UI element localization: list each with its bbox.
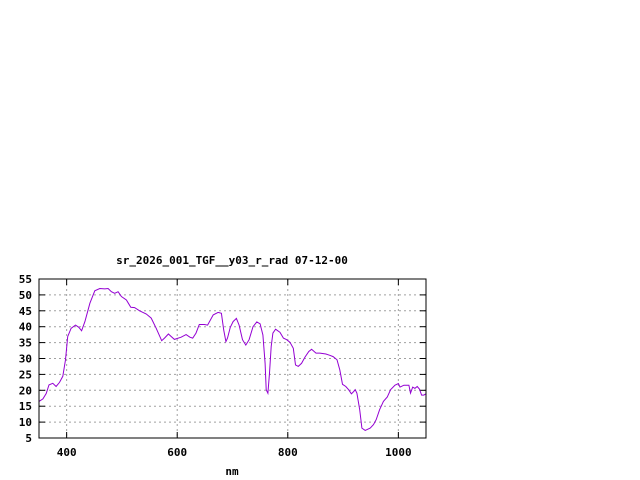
series-line — [38, 287, 427, 431]
chart-title: sr_2026_001_TGF__y03_r_rad 07-12-00 — [116, 254, 348, 267]
y-tick-label: 45 — [19, 305, 32, 318]
y-tick-label: 5 — [25, 432, 32, 445]
y-tick-label: 10 — [19, 416, 32, 429]
x-tick-label: 400 — [57, 446, 77, 459]
x-tick-label: 800 — [278, 446, 298, 459]
y-tick-label: 20 — [19, 384, 32, 397]
grid — [39, 279, 426, 438]
y-tick-label: 50 — [19, 289, 32, 302]
x-tick-label: 1000 — [385, 446, 412, 459]
y-tick-label: 40 — [19, 321, 32, 334]
y-tick-label: 25 — [19, 368, 32, 381]
y-tick-label: 30 — [19, 353, 32, 366]
x-tick-label: 600 — [167, 446, 187, 459]
ticks: 5 10 15 20 25 30 35 40 45 50 55 400 600 800 1000 — [19, 273, 426, 459]
y-tick-label: 15 — [19, 400, 32, 413]
y-tick-label: 55 — [19, 273, 32, 286]
y-tick-label: 35 — [19, 337, 32, 350]
plot-frame — [38, 278, 427, 439]
x-axis-label: nm — [225, 465, 239, 478]
